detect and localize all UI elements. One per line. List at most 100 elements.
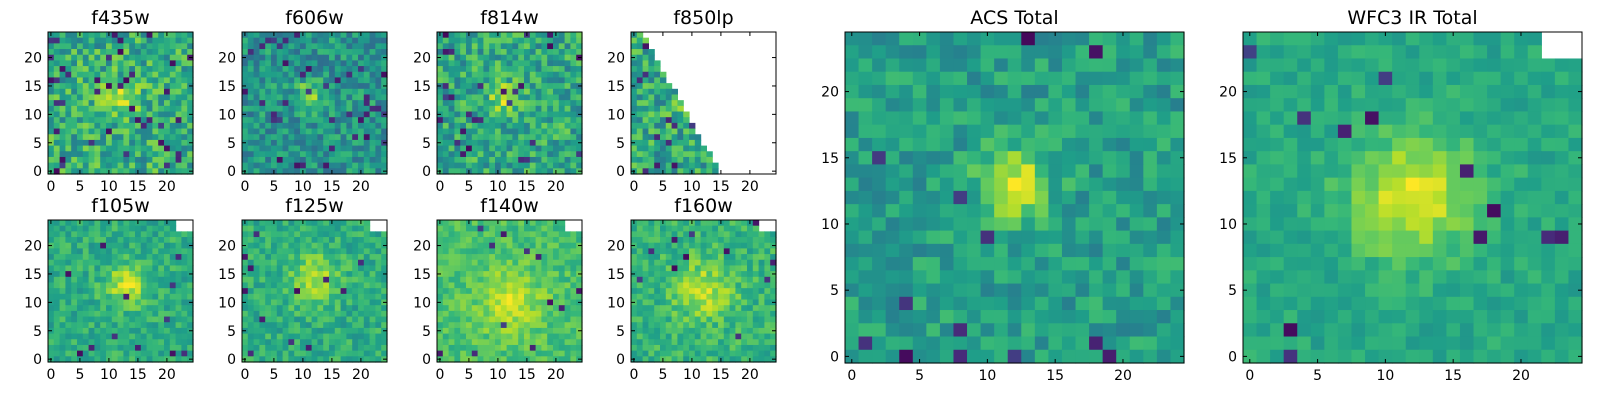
heatmap-cell (665, 237, 673, 244)
heatmap-cell (334, 265, 342, 272)
heatmap-cell (106, 299, 113, 306)
heatmap-cell (466, 299, 473, 306)
heatmap-cell (288, 265, 295, 272)
heatmap-cell (129, 139, 136, 147)
heatmap-cell (294, 32, 301, 39)
heatmap-cell (471, 282, 479, 289)
heatmap-cell (65, 117, 72, 124)
heatmap-cell (329, 299, 336, 306)
heatmap-cell (442, 111, 450, 118)
heatmap-cell (259, 139, 266, 147)
heatmap-cell (352, 49, 359, 56)
heatmap-cell (253, 237, 260, 244)
heatmap-cell (926, 98, 941, 113)
heatmap-cell (466, 231, 473, 238)
heatmap-cell (518, 220, 525, 227)
heatmap-cell (636, 220, 644, 227)
heatmap-cell (1075, 45, 1090, 60)
heatmap-cell (665, 265, 673, 272)
heatmap-cell (631, 60, 638, 67)
heatmap-cell (253, 356, 260, 363)
heatmap-cell (636, 254, 644, 261)
heatmap-cell (558, 111, 566, 118)
heatmap-cell (276, 83, 284, 90)
heatmap-cell (317, 344, 324, 352)
heatmap-cell (489, 37, 496, 44)
heatmap-cell (106, 156, 113, 164)
heatmap-cell (1129, 71, 1144, 86)
heatmap-cell (175, 151, 182, 158)
heatmap-cell (247, 288, 255, 295)
heatmap-cell (317, 220, 324, 227)
heatmap-cell (576, 310, 583, 318)
heatmap-cell (129, 88, 136, 96)
heatmap-cell (323, 344, 330, 352)
heatmap-cell (82, 310, 90, 318)
heatmap-cell (253, 134, 260, 141)
heatmap-cell (317, 299, 324, 306)
heatmap-cell (677, 100, 684, 107)
heatmap-cell (146, 151, 153, 158)
heatmap-cell (358, 100, 365, 107)
heatmap-cell (553, 151, 560, 158)
heatmap-cell (448, 316, 455, 323)
heatmap-cell (512, 32, 519, 39)
heatmap-cell (111, 231, 119, 238)
heatmap-cell (694, 145, 702, 152)
heatmap-cell (305, 49, 313, 56)
heatmap-cell (495, 333, 502, 340)
heatmap-cell (558, 49, 566, 56)
heatmap-cell (152, 162, 159, 169)
heatmap-cell (363, 242, 371, 249)
heatmap-cell (381, 316, 388, 323)
heatmap-cell (381, 259, 388, 267)
heatmap-cell (558, 94, 566, 101)
heatmap-cell (158, 117, 165, 124)
heatmap-cell (82, 128, 90, 135)
heatmap-cell (1129, 58, 1144, 73)
heatmap-cell (169, 271, 177, 278)
y-tick-label: 10 (218, 295, 236, 311)
heatmap-cell (53, 339, 61, 346)
heatmap-cell (247, 339, 255, 346)
heatmap-cell (506, 94, 513, 101)
heatmap-cell (94, 168, 101, 175)
heatmap-cell (129, 265, 136, 272)
heatmap-cell (529, 344, 537, 352)
heatmap-cell (334, 122, 342, 130)
heatmap-cell (541, 333, 548, 340)
heatmap-cell (311, 71, 318, 79)
heatmap-cell (953, 32, 968, 46)
heatmap-cell (558, 271, 566, 278)
heatmap-cell (294, 49, 301, 56)
heatmap-cell (706, 162, 713, 169)
y-tick-label: 15 (607, 267, 625, 283)
heatmap-cell (1089, 84, 1104, 99)
heatmap-cell (689, 339, 696, 346)
heatmap-cell (466, 265, 473, 272)
heatmap-cell (311, 259, 318, 267)
heatmap-cell (340, 151, 347, 158)
heatmap-cell (71, 54, 78, 61)
heatmap-cell (271, 333, 278, 340)
heatmap-cell (442, 333, 450, 340)
x-tick-label: 15 (518, 367, 536, 383)
heatmap-cell (346, 88, 353, 96)
heatmap-cell (94, 37, 101, 44)
heatmap-cell (442, 83, 450, 90)
heatmap-cell (77, 94, 84, 101)
heatmap-cell (471, 60, 479, 67)
heatmap-cell (694, 305, 702, 312)
heatmap-cell (111, 49, 119, 56)
heatmap-cell (352, 117, 359, 124)
heatmap-cell (294, 134, 301, 141)
heatmap-cell (276, 254, 284, 261)
heatmap-cell (570, 60, 577, 67)
heatmap-cell (741, 237, 748, 244)
heatmap-cell (363, 145, 371, 152)
heatmap-cell (764, 356, 771, 363)
heatmap-cell (535, 248, 542, 255)
heatmap-cell (242, 339, 249, 346)
heatmap-cell (158, 77, 165, 84)
heatmap-cell (683, 139, 690, 147)
